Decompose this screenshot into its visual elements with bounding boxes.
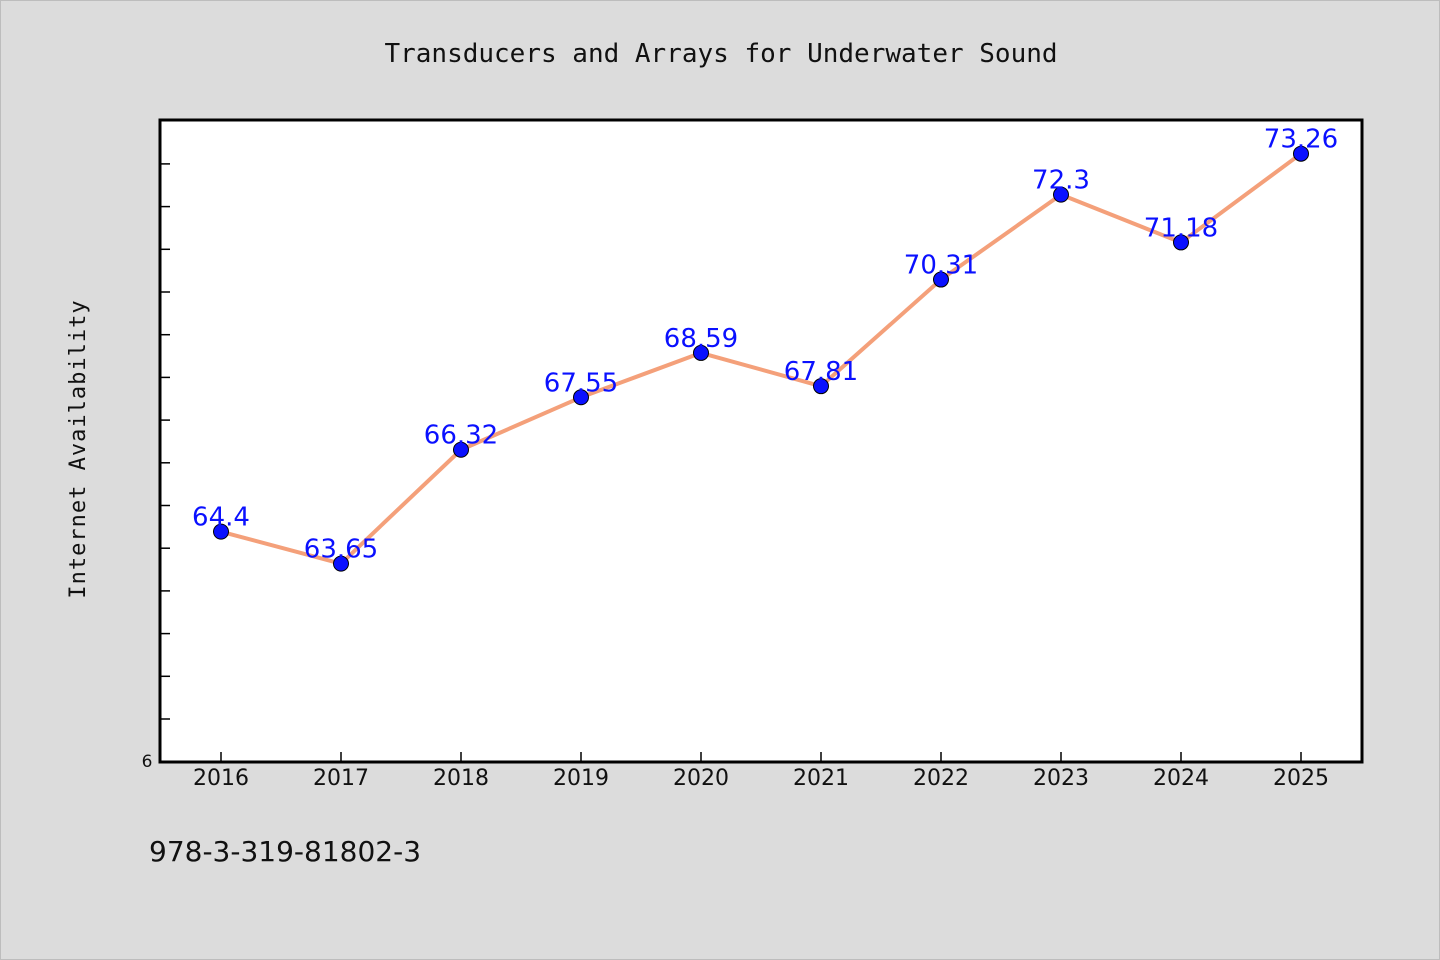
x-tick-label: 2020 bbox=[673, 766, 729, 791]
data-label: 66.32 bbox=[424, 421, 498, 451]
x-tick-label: 2022 bbox=[913, 766, 969, 791]
x-axis-ticks bbox=[220, 752, 1302, 762]
x-tick-label: 2018 bbox=[433, 766, 489, 791]
x-tick-label: 2016 bbox=[193, 766, 249, 791]
data-label: 71.18 bbox=[1144, 213, 1218, 243]
data-point bbox=[693, 344, 709, 361]
data-point bbox=[813, 378, 829, 395]
plot-area bbox=[158, 118, 1364, 764]
data-point bbox=[933, 271, 949, 288]
data-point bbox=[1293, 145, 1309, 162]
data-label: 67.55 bbox=[544, 368, 618, 398]
y-tick-label: 6 bbox=[142, 752, 153, 772]
data-label: 70.31 bbox=[904, 251, 978, 281]
x-tick-label: 2021 bbox=[793, 766, 849, 791]
data-label: 63.65 bbox=[304, 535, 378, 565]
data-label: 64.4 bbox=[192, 503, 250, 533]
isbn-footer: 978-3-319-81802-3 bbox=[149, 835, 422, 868]
data-point bbox=[573, 389, 589, 406]
data-label: 68.59 bbox=[664, 324, 738, 354]
data-point bbox=[453, 441, 469, 458]
data-label: 73.26 bbox=[1264, 125, 1338, 155]
data-point bbox=[1053, 186, 1069, 203]
x-tick-label: 2019 bbox=[553, 766, 609, 791]
data-label: 72.3 bbox=[1032, 166, 1090, 196]
data-point bbox=[213, 523, 229, 540]
y-axis-ticks bbox=[160, 163, 170, 720]
x-tick-label: 2024 bbox=[1153, 766, 1209, 791]
data-labels: 64.4 63.65 66.32 67.55 68.59 67.81 70.31 72.3 71… bbox=[192, 125, 1338, 565]
series-line bbox=[219, 151, 1303, 566]
y-axis-label: Internet Availability bbox=[66, 299, 91, 598]
x-axis-tick-labels: 2016 2017 2018 2019 2020 2021 2022 2023 2024 2025 bbox=[193, 766, 1329, 791]
data-point bbox=[1173, 234, 1189, 251]
x-tick-label: 2023 bbox=[1033, 766, 1089, 791]
chart-title: Transducers and Arrays for Underwater So… bbox=[384, 39, 1057, 69]
data-points bbox=[213, 145, 1309, 572]
data-label: 67.81 bbox=[784, 357, 858, 387]
x-tick-label: 2025 bbox=[1273, 766, 1329, 791]
x-tick-label: 2017 bbox=[313, 766, 369, 791]
data-point bbox=[333, 555, 349, 572]
